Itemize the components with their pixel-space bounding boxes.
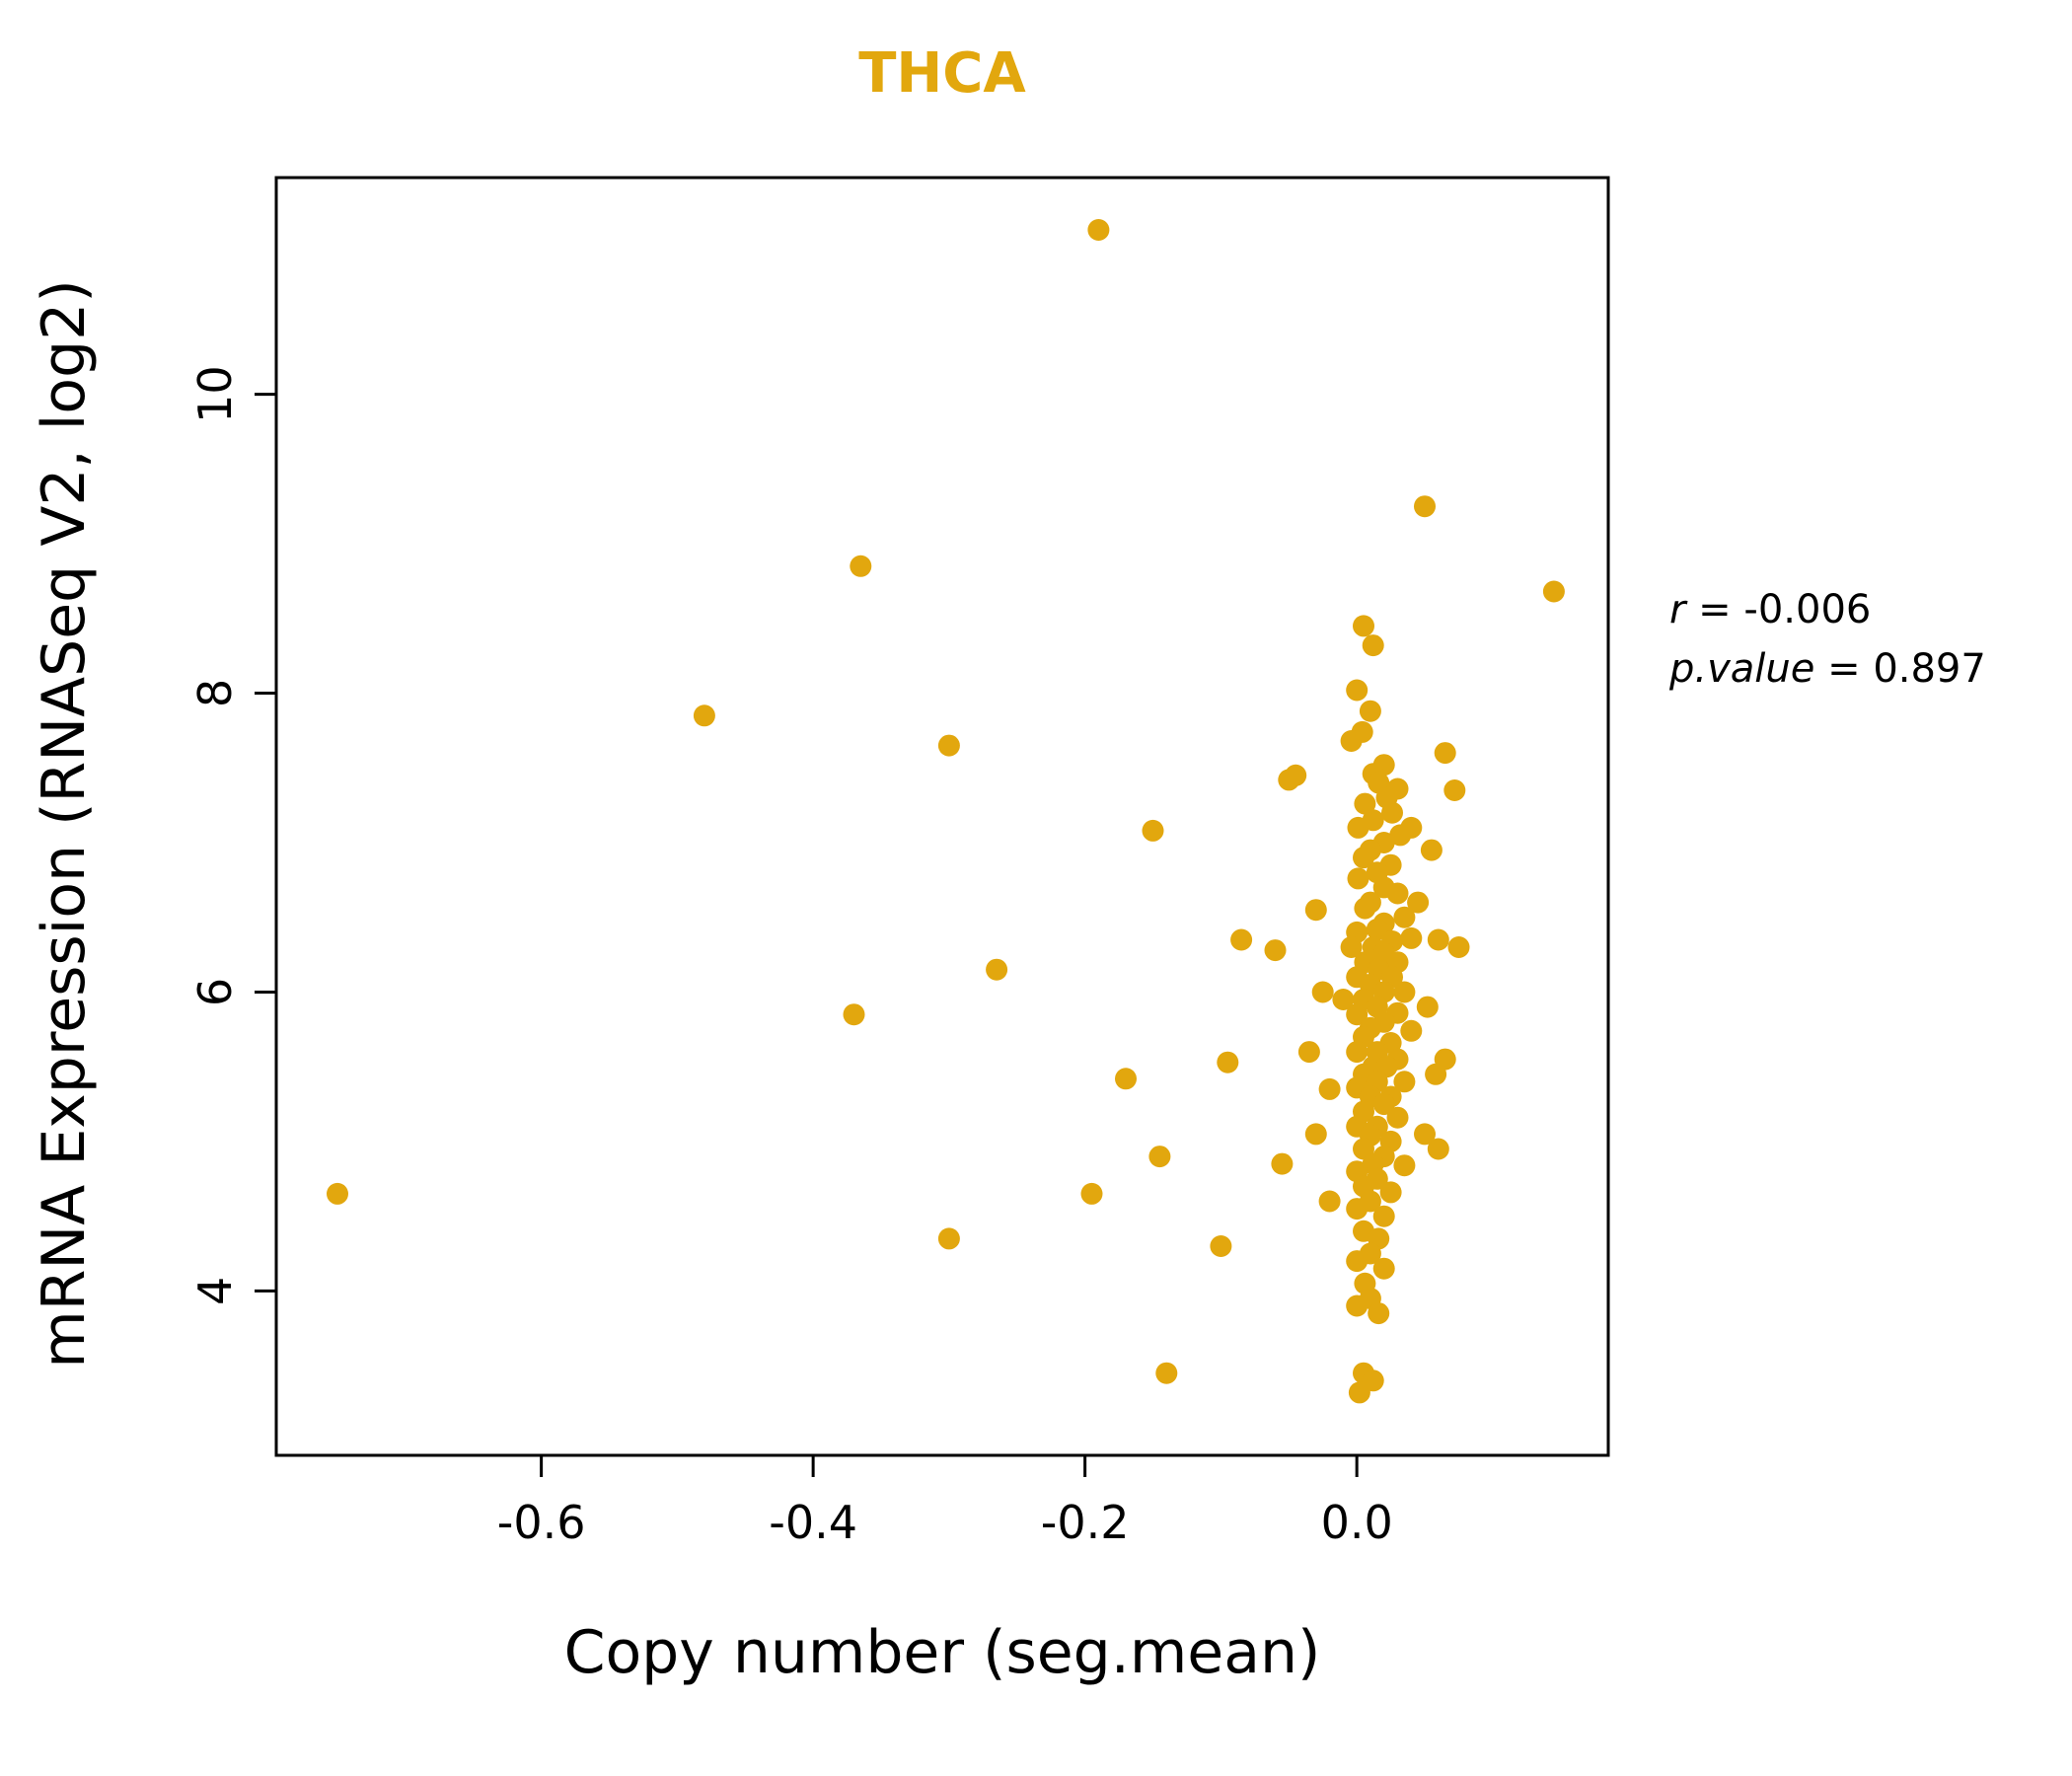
- data-point: [1400, 926, 1423, 949]
- data-point: [1304, 899, 1327, 922]
- data-point: [1386, 882, 1409, 905]
- data-point: [1400, 1019, 1423, 1042]
- data-point: [1142, 819, 1164, 842]
- data-point: [1434, 742, 1456, 765]
- x-axis-label: Copy number (seg.mean): [563, 1618, 1321, 1687]
- x-tick-label: 0.0: [1321, 1496, 1393, 1549]
- x-tick-label: -0.6: [497, 1496, 586, 1549]
- data-point: [1304, 1123, 1327, 1146]
- y-tick-label: 4: [188, 1277, 242, 1305]
- data-point: [1080, 1182, 1103, 1205]
- data-point: [1372, 1205, 1395, 1227]
- data-point: [1348, 1381, 1370, 1404]
- data-point: [986, 958, 1008, 981]
- data-point: [1414, 495, 1436, 518]
- data-point: [1115, 1068, 1137, 1090]
- data-point: [1271, 1152, 1294, 1175]
- y-axis-label-wrap: mRNA Expression (RNASeq V2, log2): [30, 158, 99, 1490]
- data-point: [1210, 1235, 1232, 1257]
- p-value-line: p.value = 0.897: [1669, 646, 1986, 692]
- data-point: [1230, 928, 1253, 951]
- y-tick-label: 8: [188, 679, 242, 707]
- data-point: [1148, 1146, 1171, 1168]
- data-point: [693, 704, 715, 727]
- data-point: [1340, 730, 1363, 752]
- data-point: [1359, 700, 1381, 722]
- data-point: [1346, 1295, 1369, 1317]
- y-tick-label: 6: [188, 978, 242, 1006]
- data-point: [1416, 996, 1439, 1018]
- data-point: [1340, 936, 1363, 958]
- data-point: [1393, 906, 1416, 928]
- data-point: [1389, 824, 1412, 847]
- data-point: [1414, 1123, 1436, 1146]
- data-point: [1379, 1181, 1402, 1204]
- data-point: [1542, 580, 1565, 603]
- data-point: [1407, 891, 1430, 914]
- data-point: [1420, 839, 1443, 861]
- x-tick-label: -0.4: [769, 1496, 857, 1549]
- data-point: [1347, 867, 1369, 890]
- data-point: [1346, 1198, 1369, 1221]
- y-axis-label: mRNA Expression (RNASeq V2, log2): [30, 279, 99, 1369]
- data-point: [1297, 1041, 1320, 1064]
- data-point: [1318, 1190, 1341, 1213]
- data-point: [1346, 1250, 1369, 1273]
- data-point: [1346, 1041, 1369, 1064]
- data-point: [1443, 779, 1466, 801]
- data-point: [1366, 918, 1388, 940]
- data-point: [1381, 801, 1403, 824]
- data-point: [1427, 1138, 1449, 1160]
- data-point: [1087, 219, 1110, 241]
- data-point: [1425, 1063, 1447, 1085]
- x-tick-label: -0.2: [1041, 1496, 1130, 1549]
- data-point: [1354, 792, 1376, 815]
- data-point: [937, 1227, 960, 1250]
- data-point: [1393, 981, 1416, 1003]
- data-point: [1346, 679, 1369, 702]
- data-point: [1386, 1106, 1409, 1129]
- data-point: [1311, 981, 1334, 1003]
- data-point: [843, 1003, 865, 1026]
- data-point: [1155, 1362, 1178, 1384]
- data-point: [1264, 939, 1287, 962]
- data-point: [1278, 769, 1300, 791]
- data-point: [1447, 936, 1470, 958]
- data-point: [1347, 816, 1369, 839]
- data-point: [850, 555, 872, 577]
- data-point: [937, 734, 960, 757]
- data-point: [327, 1182, 348, 1205]
- data-point: [1372, 1257, 1395, 1280]
- data-point: [1353, 615, 1374, 637]
- data-point: [1354, 897, 1376, 920]
- chart-title: THCA: [858, 41, 1026, 106]
- data-point: [1318, 1077, 1341, 1100]
- plot-border: [274, 176, 1610, 1457]
- data-point: [1362, 634, 1384, 657]
- data-point: [1346, 1003, 1369, 1026]
- y-tick-label: 10: [188, 365, 242, 423]
- data-point: [1372, 1093, 1395, 1116]
- data-point: [1393, 1071, 1416, 1093]
- data-point: [1217, 1051, 1239, 1073]
- r-value-line: r = -0.006: [1669, 587, 1872, 632]
- data-point: [1368, 1302, 1390, 1325]
- data-point: [1353, 847, 1374, 869]
- correlation-annotation: r = -0.006 p.value = 0.897: [1669, 580, 1986, 699]
- data-point: [1332, 989, 1355, 1010]
- data-point: [1427, 928, 1449, 951]
- data-point: [1393, 1154, 1416, 1177]
